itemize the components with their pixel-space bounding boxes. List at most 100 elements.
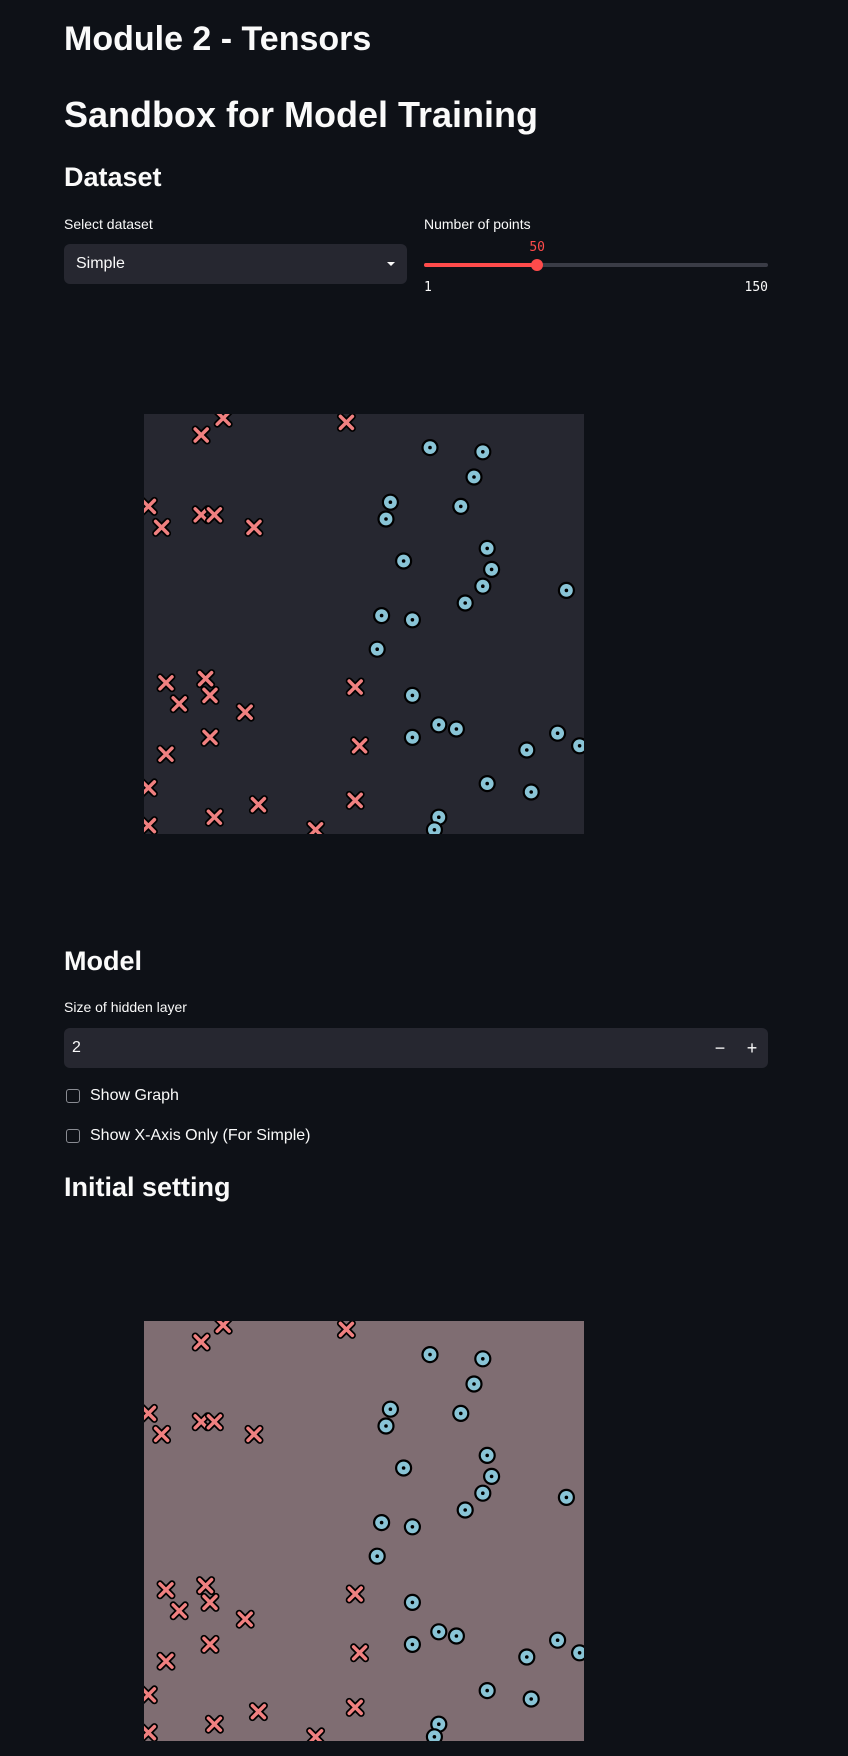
x-marker-point: [156, 673, 176, 693]
circle-marker-point: [403, 686, 421, 704]
show-graph-checkbox[interactable]: Show Graph: [66, 1087, 179, 1105]
x-marker-point: [169, 1601, 189, 1621]
points-label: Number of points: [424, 216, 531, 232]
circle-marker-point: [465, 1375, 483, 1393]
x-marker-point: [144, 816, 158, 834]
circle-marker-point: [557, 1488, 575, 1506]
circle-marker-point: [549, 1631, 567, 1649]
x-marker-point: [200, 1592, 220, 1612]
x-marker-point: [156, 1651, 176, 1671]
circle-marker-point: [377, 1417, 395, 1435]
x-marker-point: [248, 795, 268, 815]
circle-marker-point: [395, 1459, 413, 1477]
circle-marker-point: [421, 438, 439, 457]
circle-marker-point: [456, 1501, 474, 1519]
circle-marker-point: [447, 720, 465, 738]
show-x-axis-checkbox[interactable]: Show X-Axis Only (For Simple): [66, 1127, 311, 1145]
x-marker-point: [191, 505, 211, 525]
circle-marker-point: [478, 1446, 496, 1464]
circle-marker-point: [395, 552, 413, 570]
initial-setting-scatter-plot: [144, 1321, 584, 1741]
model-heading: Model: [64, 946, 142, 976]
show-graph-label: Show Graph: [90, 1087, 179, 1104]
x-marker-point: [345, 677, 365, 697]
points-slider-min: 1: [424, 280, 432, 295]
circle-marker-point: [474, 443, 492, 461]
x-marker-point: [191, 1412, 211, 1432]
module-title: Module 2 - Tensors: [64, 20, 372, 58]
circle-marker-point: [403, 1593, 421, 1611]
x-marker-point: [235, 702, 255, 722]
x-marker-point: [336, 1321, 356, 1339]
x-marker-point: [156, 1580, 176, 1600]
x-marker-point: [235, 1609, 255, 1629]
checkbox-box: [66, 1089, 80, 1103]
plot-background: [144, 1321, 584, 1741]
checkbox-box: [66, 1129, 80, 1143]
points-slider-thumb[interactable]: [531, 259, 544, 271]
circle-marker-point: [571, 737, 584, 755]
x-marker-point: [144, 1685, 158, 1705]
circle-marker-point: [403, 728, 421, 746]
circle-marker-point: [478, 539, 496, 557]
initial-setting-heading: Initial setting: [64, 1172, 231, 1202]
hidden-layer-input[interactable]: 2 − +: [64, 1028, 768, 1068]
points-slider-value: 50: [529, 240, 545, 255]
circle-marker-point: [483, 1467, 501, 1485]
circle-marker-point: [483, 560, 501, 578]
x-marker-point: [191, 1332, 211, 1352]
x-marker-point: [196, 669, 216, 689]
dataset-select-value: Simple: [76, 255, 125, 272]
circle-marker-point: [474, 577, 492, 595]
hidden-layer-label: Size of hidden layer: [64, 999, 187, 1015]
x-marker-point: [306, 1727, 326, 1741]
x-marker-point: [156, 744, 176, 764]
circle-marker-point: [430, 716, 448, 734]
circle-marker-point: [571, 1644, 584, 1662]
x-marker-point: [345, 1584, 365, 1604]
x-marker-point: [213, 414, 233, 428]
circle-marker-point: [522, 1690, 540, 1708]
x-marker-point: [196, 1576, 216, 1596]
x-marker-point: [204, 1714, 224, 1734]
circle-marker-point: [403, 1518, 421, 1536]
x-marker-point: [306, 820, 326, 834]
decrement-button[interactable]: −: [714, 1037, 726, 1058]
x-marker-point: [144, 1723, 158, 1741]
x-marker-point: [200, 1634, 220, 1654]
dataset-select[interactable]: Simple: [64, 244, 407, 284]
points-slider-fill: [424, 263, 538, 267]
x-marker-point: [152, 517, 172, 537]
increment-button[interactable]: +: [746, 1037, 758, 1058]
circle-marker-point: [478, 1682, 496, 1700]
x-marker-point: [213, 1321, 233, 1335]
x-marker-point: [200, 727, 220, 747]
circle-marker-point: [456, 594, 474, 612]
circle-marker-point: [373, 1514, 391, 1532]
x-marker-point: [345, 1697, 365, 1717]
points-slider-track[interactable]: [424, 263, 768, 267]
x-marker-point: [350, 736, 370, 756]
dataset-scatter-plot: [144, 414, 584, 834]
circle-marker-point: [381, 493, 399, 511]
circle-marker-point: [452, 497, 470, 516]
points-slider-max: 150: [744, 280, 768, 295]
x-marker-point: [204, 505, 224, 525]
x-marker-point: [204, 1412, 224, 1432]
circle-marker-point: [425, 1728, 443, 1741]
x-marker-point: [191, 425, 211, 445]
x-marker-point: [244, 1424, 264, 1444]
x-marker-point: [345, 790, 365, 810]
chevron-down-icon: [387, 262, 395, 266]
circle-marker-point: [403, 1635, 421, 1653]
circle-marker-point: [452, 1404, 470, 1423]
circle-marker-point: [377, 510, 395, 528]
x-marker-point: [144, 496, 158, 516]
circle-marker-point: [465, 468, 483, 486]
circle-marker-point: [478, 775, 496, 793]
circle-marker-point: [368, 1547, 386, 1565]
x-marker-point: [204, 807, 224, 827]
x-marker-point: [144, 778, 158, 798]
circle-marker-point: [447, 1627, 465, 1645]
hidden-layer-value: 2: [72, 1039, 81, 1056]
